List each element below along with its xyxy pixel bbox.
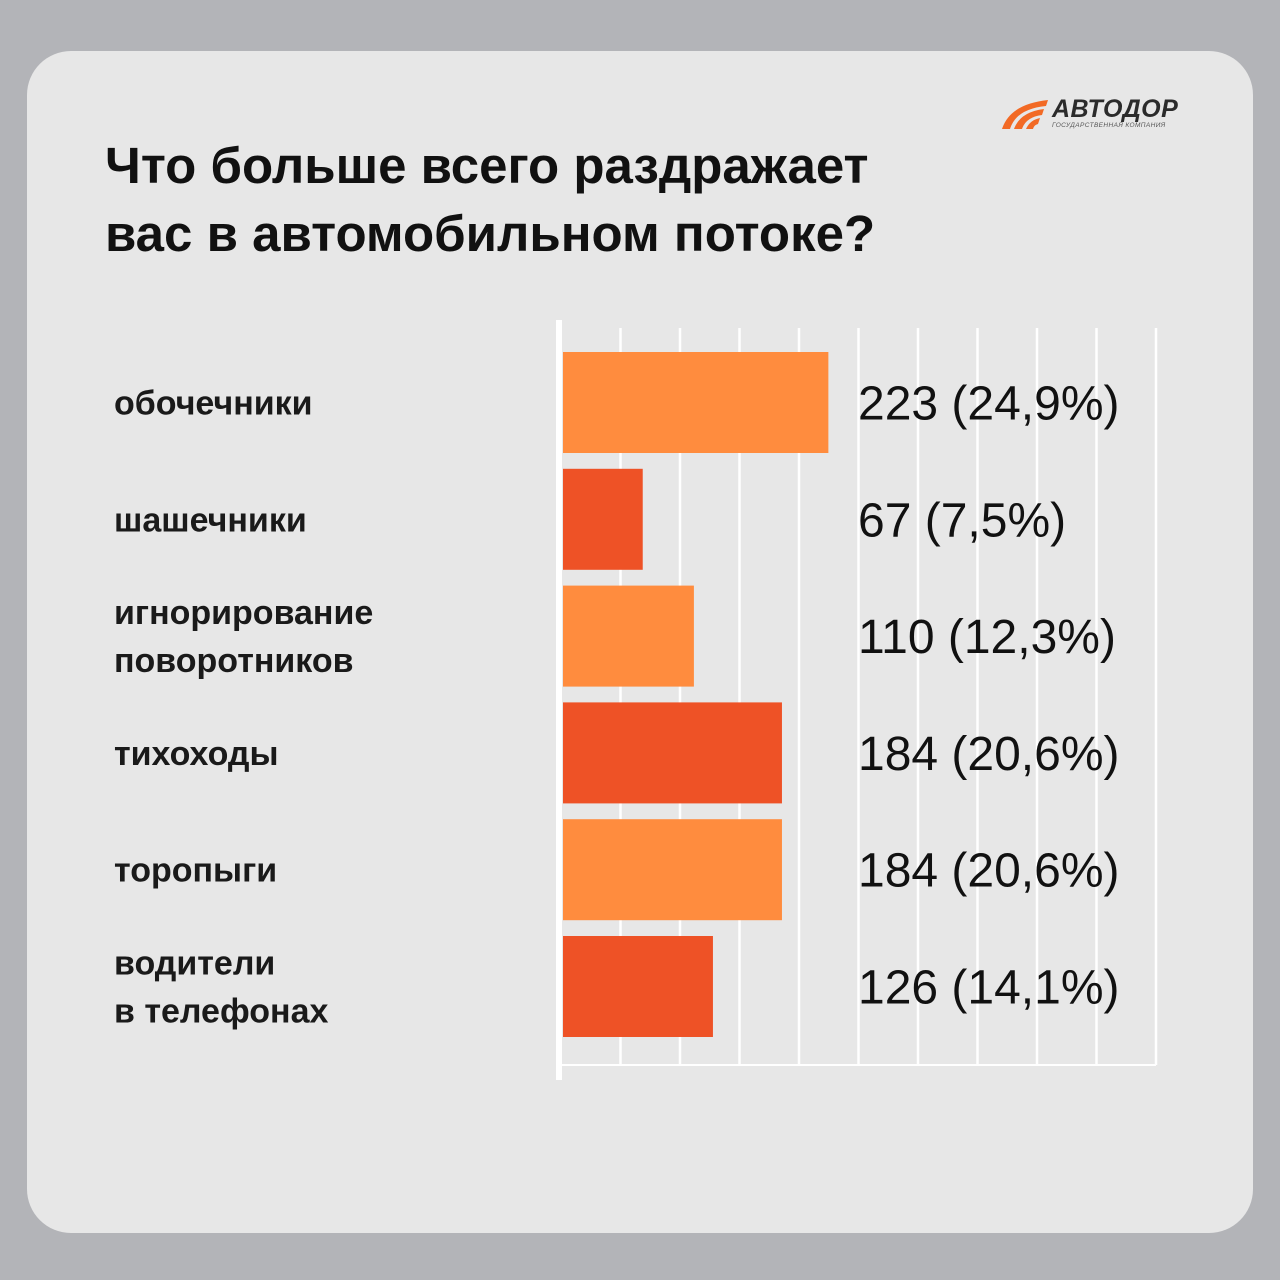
category-label: игнорирование поворотников [114, 594, 373, 680]
value-label: 67 (7,5%) [858, 494, 1066, 547]
value-label: 184 (20,6%) [858, 728, 1120, 781]
chart-title: Что больше всего раздражает вас в автомо… [105, 137, 876, 262]
value-label: 126 (14,1%) [858, 962, 1120, 1015]
bar [563, 585, 694, 687]
bar [563, 819, 782, 921]
bar [563, 936, 713, 1037]
category-label: торопыги [114, 852, 277, 890]
category-label-line: в телефонах [114, 993, 328, 1031]
logo-subtitle: государственная компания [1052, 122, 1166, 129]
category-label: шашечники [114, 501, 307, 539]
category-label-line: водители [114, 945, 275, 983]
category-label: обочечники [114, 385, 313, 423]
category-label-line: обочечники [114, 385, 313, 423]
category-label-line: игнорирование [114, 594, 373, 632]
category-label: водители в телефонах [114, 945, 328, 1031]
category-label-line: поворотников [114, 642, 354, 680]
category-label-line: шашечники [114, 501, 307, 539]
logo-name: АВТОДОР [1052, 95, 1179, 123]
category-label: тихоходы [114, 735, 279, 773]
avtodor-logo: АВТОДОР государственная компания [1000, 95, 1200, 135]
value-label: 184 (20,6%) [858, 845, 1120, 898]
bar [563, 352, 829, 453]
bar [563, 468, 643, 570]
value-label: 223 (24,9%) [858, 378, 1120, 431]
bar [563, 702, 782, 804]
value-label: 110 (12,3%) [858, 611, 1116, 664]
avtodor-logo-icon [1002, 100, 1048, 129]
category-label-line: тихоходы [114, 735, 279, 773]
category-label-line: торопыги [114, 852, 277, 890]
